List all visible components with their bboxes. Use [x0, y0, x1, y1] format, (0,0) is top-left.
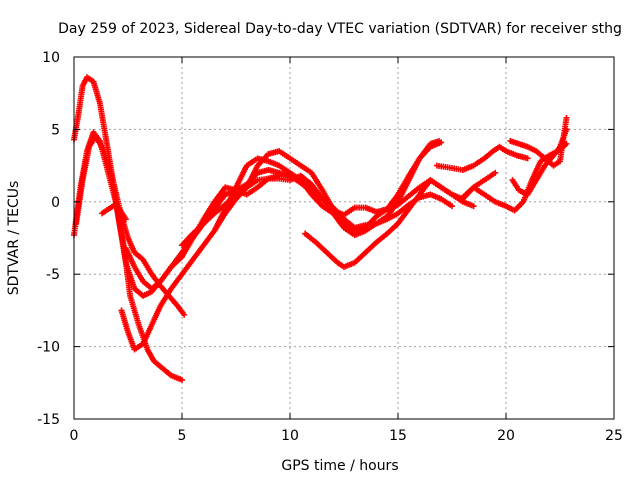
x-tick-label: 0 — [70, 428, 79, 444]
y-tick-label: -10 — [37, 340, 60, 356]
y-tick-label: 5 — [51, 122, 60, 138]
data-point — [181, 311, 188, 318]
data-point — [524, 155, 531, 162]
axis-ticks: 0 5 10 15 20 25 -15 -10 -5 0 5 10 — [37, 50, 623, 444]
x-tick-label: 10 — [281, 428, 299, 444]
data-point — [492, 169, 499, 176]
x-tick-label: 25 — [605, 428, 623, 444]
y-tick-label: -5 — [46, 267, 60, 283]
data-series — [73, 133, 188, 318]
data-point — [470, 203, 477, 210]
data-points — [71, 74, 570, 383]
data-point — [438, 139, 445, 146]
data-point — [122, 216, 129, 223]
data-series — [71, 74, 315, 299]
y-tick-label: -15 — [37, 412, 60, 428]
plot-frame — [73, 56, 615, 420]
data-series — [433, 143, 531, 173]
chart-title: Day 259 of 2023, Sidereal Day-to-day VTE… — [58, 21, 622, 37]
data-point — [563, 126, 570, 133]
x-tick-label: 15 — [389, 428, 407, 444]
data-point — [179, 376, 185, 383]
x-axis-label: GPS time / hours — [281, 458, 398, 474]
y-axis-label: SDTVAR / TECUs — [6, 181, 22, 296]
data-series — [99, 201, 129, 223]
x-tick-label: 20 — [497, 428, 515, 444]
data-series — [509, 126, 570, 198]
y-tick-label: 10 — [42, 50, 60, 66]
y-tick-label: 0 — [51, 195, 60, 211]
x-tick-label: 5 — [178, 428, 187, 444]
data-point — [563, 114, 570, 121]
data-series — [211, 139, 445, 239]
data-series — [302, 169, 499, 270]
data-point — [449, 203, 455, 210]
